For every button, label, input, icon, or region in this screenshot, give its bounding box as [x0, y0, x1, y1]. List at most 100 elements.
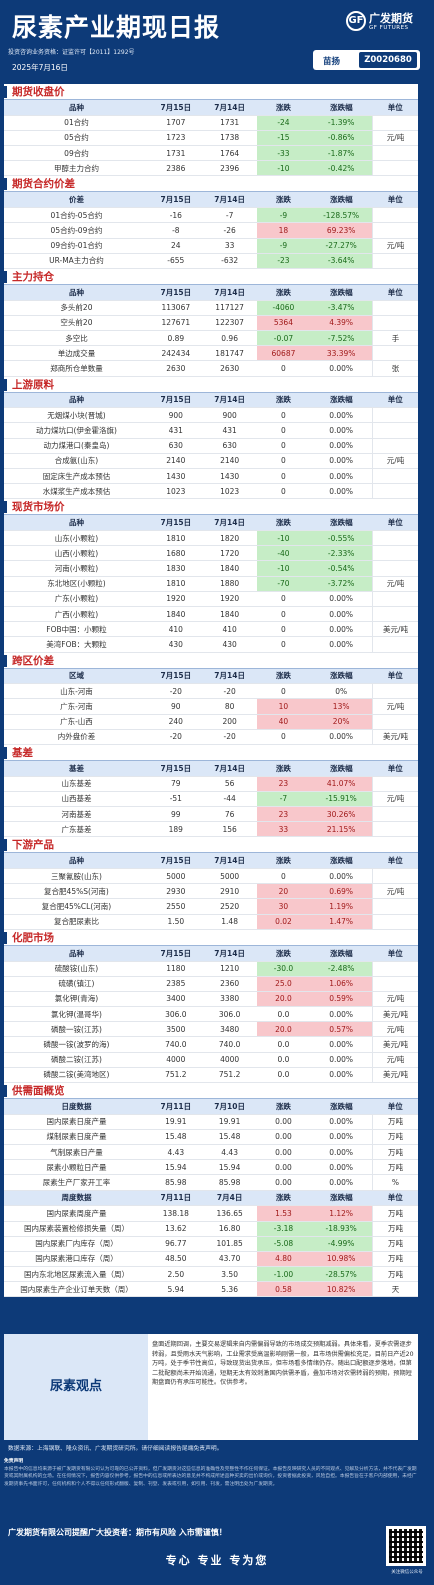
table-cell: 国内尿素港口库存（周）	[4, 1251, 149, 1268]
table-cell: -0.55%	[310, 530, 373, 547]
table-cell: 0.00%	[310, 1052, 373, 1068]
column-header: 单位	[372, 945, 418, 962]
unit-cell: 万吨	[371, 1236, 418, 1252]
table-cell: 1.53	[256, 1205, 311, 1222]
table-cell: 30	[256, 898, 311, 915]
table-cell: 3500	[148, 1021, 203, 1038]
table-cell: 99	[148, 806, 203, 823]
unit-cell: 元/吨	[371, 883, 418, 900]
table-cell: 复合肥尿素比	[4, 914, 149, 930]
table-cell: -2.33%	[310, 545, 373, 562]
table-cell: 国内尿素厂内库存（周）	[4, 1236, 149, 1252]
unit-cell	[371, 407, 418, 424]
table-cell: 1023	[202, 483, 257, 500]
column-header: 7月11日	[148, 1190, 203, 1207]
column-header: 单位	[372, 853, 418, 870]
table-cell: -23	[256, 253, 311, 269]
column-header: 涨跌幅	[310, 668, 373, 685]
data-table: 价差 7月15日 7月14日 涨跌 涨跌幅 单位 01合约-05合约 -16 -7 -9 -128.…	[4, 192, 418, 269]
table-cell: -4060	[256, 300, 311, 316]
unit-cell	[371, 300, 418, 316]
column-header: 涨跌	[256, 1190, 311, 1207]
table-cell: 尿素生产厂家开工率	[4, 1174, 149, 1191]
table-cell: 空头前20	[4, 315, 149, 331]
table-cell: 101.85	[202, 1236, 257, 1252]
table-cell: 1430	[148, 468, 203, 485]
table-cell: -0.42%	[310, 160, 373, 177]
table-cell: 20.0	[256, 1021, 311, 1038]
table-header-row: 基差 7月15日 7月14日 涨跌 涨跌幅 单位	[4, 760, 418, 777]
table-row: 美湾FOB：大颗粒 430 430 0 0.00%	[4, 636, 418, 653]
table-cell: 3380	[202, 991, 257, 1008]
table-cell: 4000	[202, 1052, 257, 1068]
column-header: 品种	[4, 515, 149, 532]
table-cell: 2140	[202, 453, 257, 469]
column-header: 涨跌	[256, 192, 311, 209]
table-row: 复合肥尿素比 1.50 1.48 0.02 1.47%	[4, 914, 418, 930]
data-table: 品种 7月15日 7月14日 涨跌 涨跌幅 单位 硫酸铵(山东) 1180 1210 -30.0-…	[4, 945, 418, 1084]
unit-cell	[371, 160, 418, 177]
unit-cell	[371, 636, 418, 653]
unit-cell	[371, 483, 418, 500]
table-cell: 国内尿素周度产量	[4, 1205, 149, 1222]
table-cell: 0.00	[256, 1159, 311, 1176]
table-cell: -24	[256, 115, 311, 131]
unit-cell: 万吨	[371, 1159, 418, 1176]
table-cell: -20	[148, 683, 203, 700]
table-cell: 1.12%	[310, 1205, 373, 1222]
table-cell: 0	[256, 591, 311, 607]
table-cell: 0	[256, 636, 311, 653]
table-row: 广东(小颗粒) 1920 1920 0 0.00%	[4, 591, 418, 607]
unit-cell: 美元/吨	[371, 621, 418, 638]
table-cell: 1840	[148, 606, 203, 623]
table-cell: 内外盘价差	[4, 729, 149, 745]
unit-cell	[371, 315, 418, 331]
table-cell: 国内东北地区尿素流入量（周）	[4, 1266, 149, 1283]
table-cell: 合成氨(山东)	[4, 453, 149, 469]
table-row: 动力煤港口(秦皇岛) 630 630 0 0.00%	[4, 438, 418, 454]
table-row: 多空比 0.89 0.96 -0.07 -7.52% 手	[4, 330, 418, 347]
table-cell: 1.47%	[310, 914, 373, 930]
table-cell: 96.77	[148, 1236, 203, 1252]
table-cell: 0.69%	[310, 883, 373, 900]
table-header-row: 周度数据 7月11日 7月4日 涨跌 涨跌幅 单位	[4, 1190, 418, 1207]
unit-cell	[371, 591, 418, 607]
table-cell: 23	[256, 806, 311, 823]
table-cell: 5364	[256, 315, 311, 331]
table-cell: 山东-河南	[4, 683, 149, 700]
column-header: 涨跌	[256, 284, 311, 301]
table-row: 河南(小颗粒) 1830 1840 -10 -0.54%	[4, 560, 418, 577]
table-cell: 113067	[148, 300, 203, 316]
table-cell: 0.00%	[310, 1114, 373, 1130]
unit-cell	[371, 560, 418, 577]
section-title: 期货合约价差	[4, 176, 418, 193]
table-cell: 河南(小颗粒)	[4, 560, 149, 577]
column-header: 周度数据	[4, 1190, 149, 1207]
table-row: 多头前20 113067 117127 -4060 -3.47%	[4, 300, 418, 316]
table-cell: 200	[202, 714, 257, 730]
data-table: 周度数据 7月11日 7月4日 涨跌 涨跌幅 单位 国内尿素周度产量 138.18 136.65…	[4, 1190, 418, 1298]
table-cell: 13%	[310, 698, 373, 715]
table-row: 01合约-05合约 -16 -7 -9 -128.57%	[4, 207, 418, 224]
company-logo: GF 广发期货 GF FUTURES	[346, 10, 430, 36]
table-cell: 山东(小颗粒)	[4, 530, 149, 547]
table-cell: 117127	[202, 300, 257, 316]
column-header: 涨跌	[256, 1099, 311, 1115]
logo-en-text: GF FUTURES	[369, 25, 409, 31]
table-cell: 0	[256, 360, 311, 377]
table-cell: 122307	[202, 315, 257, 331]
table-cell: 138.18	[148, 1205, 203, 1222]
table-row: 动力煤坑口(伊金霍洛旗) 431 431 0 0.00%	[4, 422, 418, 439]
table-cell: 33.39%	[310, 345, 373, 362]
table-cell: 10.82%	[310, 1281, 373, 1298]
unit-cell	[371, 422, 418, 439]
unit-cell: 美元/吨	[371, 1036, 418, 1053]
column-header: 品种	[4, 284, 149, 301]
table-cell: 0	[256, 868, 311, 885]
column-header: 单位	[372, 284, 418, 301]
column-header: 7月15日	[148, 284, 203, 301]
table-cell: 18	[256, 222, 311, 239]
table-cell: 0.02	[256, 914, 311, 930]
table-cell: 氯化钾(温哥华)	[4, 1006, 149, 1023]
column-header: 涨跌幅	[310, 760, 373, 777]
